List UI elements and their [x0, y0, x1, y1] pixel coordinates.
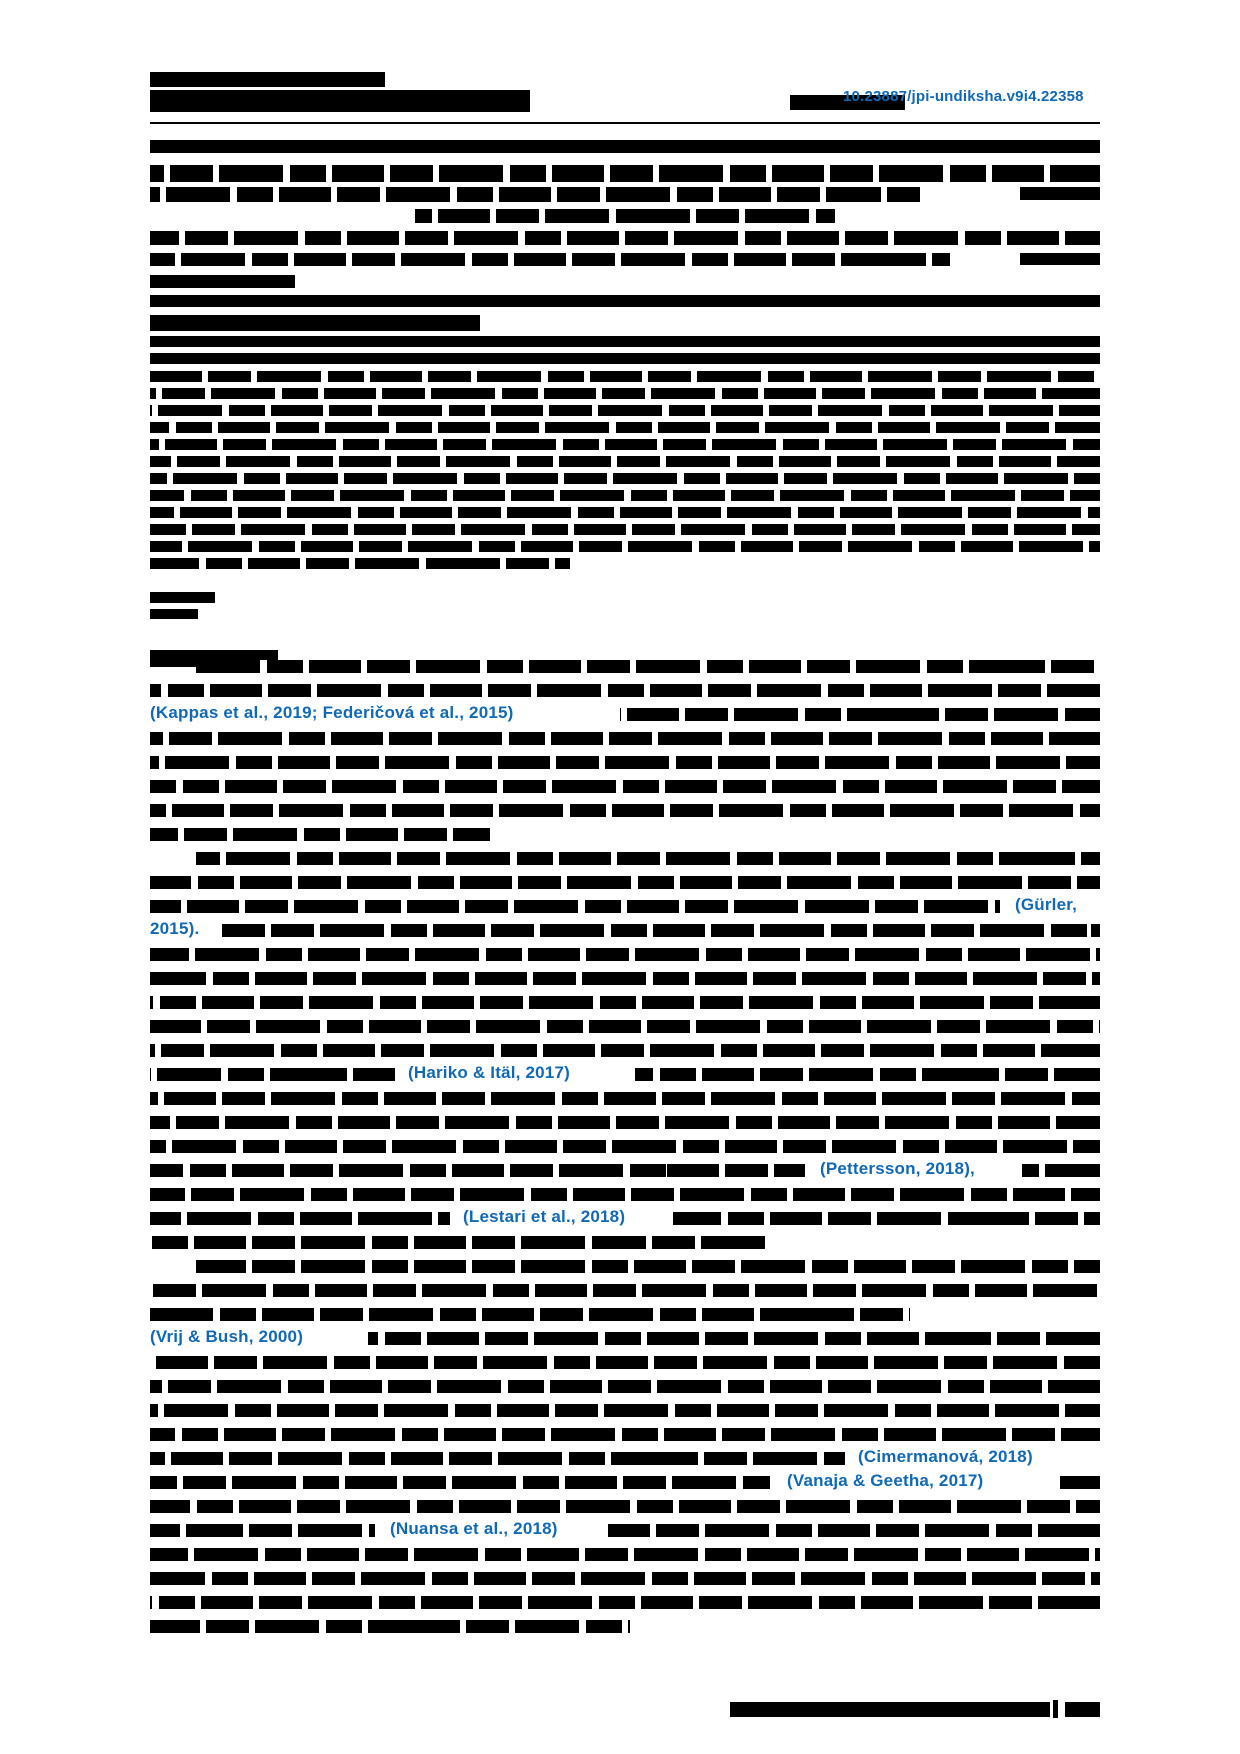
article-title-line	[150, 165, 1100, 182]
body-line	[150, 1428, 1100, 1441]
citation-link[interactable]: 2015).	[150, 919, 200, 938]
title-fragment	[1020, 187, 1100, 200]
keywords-blob	[150, 609, 198, 619]
body-line	[150, 1116, 1100, 1129]
body-line	[368, 1332, 1100, 1345]
body-line	[150, 1140, 1100, 1153]
body-line	[150, 1188, 1100, 1201]
body-line	[150, 1284, 1100, 1297]
body-line	[150, 900, 1000, 913]
body-line	[150, 1044, 1100, 1057]
body-line	[150, 1500, 1100, 1513]
body-line	[150, 804, 1100, 817]
footer-page-number-blob	[1065, 1702, 1100, 1717]
abstract-line	[150, 473, 1100, 484]
abstract-line	[150, 422, 1100, 433]
citation-link[interactable]: (Kappas et al., 2019; Federičová et al.,…	[150, 703, 514, 722]
body-line	[150, 1404, 1100, 1417]
body-line	[150, 1308, 910, 1321]
body-line	[150, 684, 1100, 697]
info-band	[150, 336, 1100, 347]
body-line	[150, 1356, 1100, 1369]
body-line	[196, 660, 1100, 673]
footer-journal-blob	[730, 1702, 1050, 1717]
citation-link[interactable]: (Pettersson, 2018),	[820, 1159, 975, 1178]
doi-label-blob	[790, 95, 905, 110]
info-band	[150, 295, 1100, 307]
body-line	[150, 972, 1100, 985]
body-line	[1060, 1476, 1100, 1489]
body-line	[150, 1068, 395, 1081]
body-line	[150, 1572, 1100, 1585]
body-line	[150, 1212, 450, 1225]
body-line	[150, 996, 1100, 1009]
body-line	[150, 1596, 1100, 1609]
body-line	[150, 1380, 1100, 1393]
abstract-label-blob	[150, 315, 480, 331]
citation-link[interactable]: (Gürler,	[1015, 895, 1078, 914]
affiliation-fragment	[1020, 253, 1100, 265]
body-line	[150, 1020, 1100, 1033]
body-line	[150, 780, 1100, 793]
body-line	[150, 1164, 805, 1177]
body-line	[150, 948, 1100, 961]
body-line	[150, 1452, 845, 1465]
keywords-label-blob	[150, 592, 215, 603]
citation-link[interactable]: (Nuansa et al., 2018)	[390, 1519, 558, 1538]
body-line	[150, 732, 1100, 745]
body-line	[150, 1524, 375, 1537]
body-line	[222, 924, 1100, 937]
body-line	[673, 1212, 1100, 1225]
article-title-line	[150, 187, 920, 202]
abstract-line	[150, 490, 1100, 501]
body-line	[620, 708, 1100, 721]
journal-title-blob	[150, 72, 385, 87]
abstract-line	[150, 541, 1100, 552]
abstract-line	[150, 439, 1100, 450]
body-line	[196, 1260, 1100, 1273]
abstract-line	[150, 405, 1100, 416]
body-line	[150, 1620, 630, 1633]
citation-link[interactable]: (Cimermanová, 2018)	[858, 1447, 1033, 1466]
title-band	[150, 140, 1100, 153]
info-band	[150, 353, 1100, 364]
abstract-line	[150, 558, 570, 569]
affiliation-line	[150, 231, 1100, 245]
doi-link[interactable]: 10.23887/jpi-undiksha.v9i4.22358	[843, 88, 1084, 105]
citation-link[interactable]: (Vanaja & Geetha, 2017)	[787, 1471, 984, 1490]
abstract-line	[150, 388, 1100, 399]
citation-link[interactable]: (Lestari et al., 2018)	[463, 1207, 626, 1226]
body-line	[150, 1548, 1100, 1561]
body-line	[150, 1092, 1100, 1105]
abstract-line	[150, 371, 1100, 382]
body-line	[150, 1236, 770, 1249]
body-line	[635, 1068, 1100, 1081]
body-line	[150, 1476, 770, 1489]
body-line	[150, 756, 1100, 769]
citation-link[interactable]: (Vrij & Bush, 2000)	[150, 1327, 304, 1346]
abstract-line	[150, 507, 1100, 518]
authors-line	[415, 209, 835, 223]
footer-divider	[1053, 1700, 1058, 1718]
body-line	[150, 828, 490, 841]
body-line	[196, 852, 1100, 865]
body-line	[150, 876, 1100, 889]
affiliation-line	[150, 253, 950, 266]
abstract-line	[150, 524, 1100, 535]
journal-subtitle-blob	[150, 90, 530, 112]
body-line	[608, 1524, 1100, 1537]
abstract-line	[150, 456, 1100, 467]
header-rule	[150, 122, 1100, 124]
article-info-label	[150, 275, 295, 288]
body-line	[1022, 1164, 1100, 1177]
citation-link[interactable]: (Hariko & Itäl, 2017)	[408, 1063, 570, 1082]
